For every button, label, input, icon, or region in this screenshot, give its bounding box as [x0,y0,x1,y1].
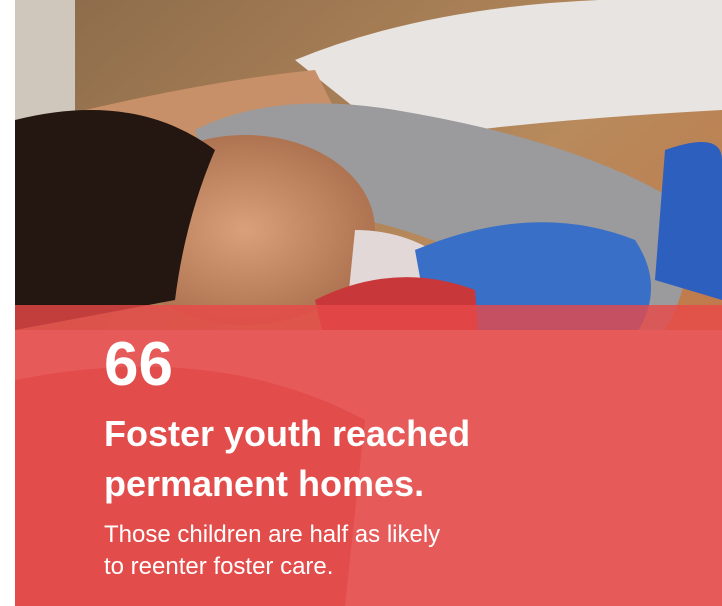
headline: Foster youth reached [104,410,470,458]
description: Those children are half as likely [104,519,440,551]
stat-number: 66 [104,330,173,400]
page: 66 Foster youth reached permanent homes.… [0,0,722,606]
description: to reenter foster care. [104,551,333,583]
headline: permanent homes. [104,460,424,508]
stat-card: 66 Foster youth reached permanent homes.… [15,0,722,606]
